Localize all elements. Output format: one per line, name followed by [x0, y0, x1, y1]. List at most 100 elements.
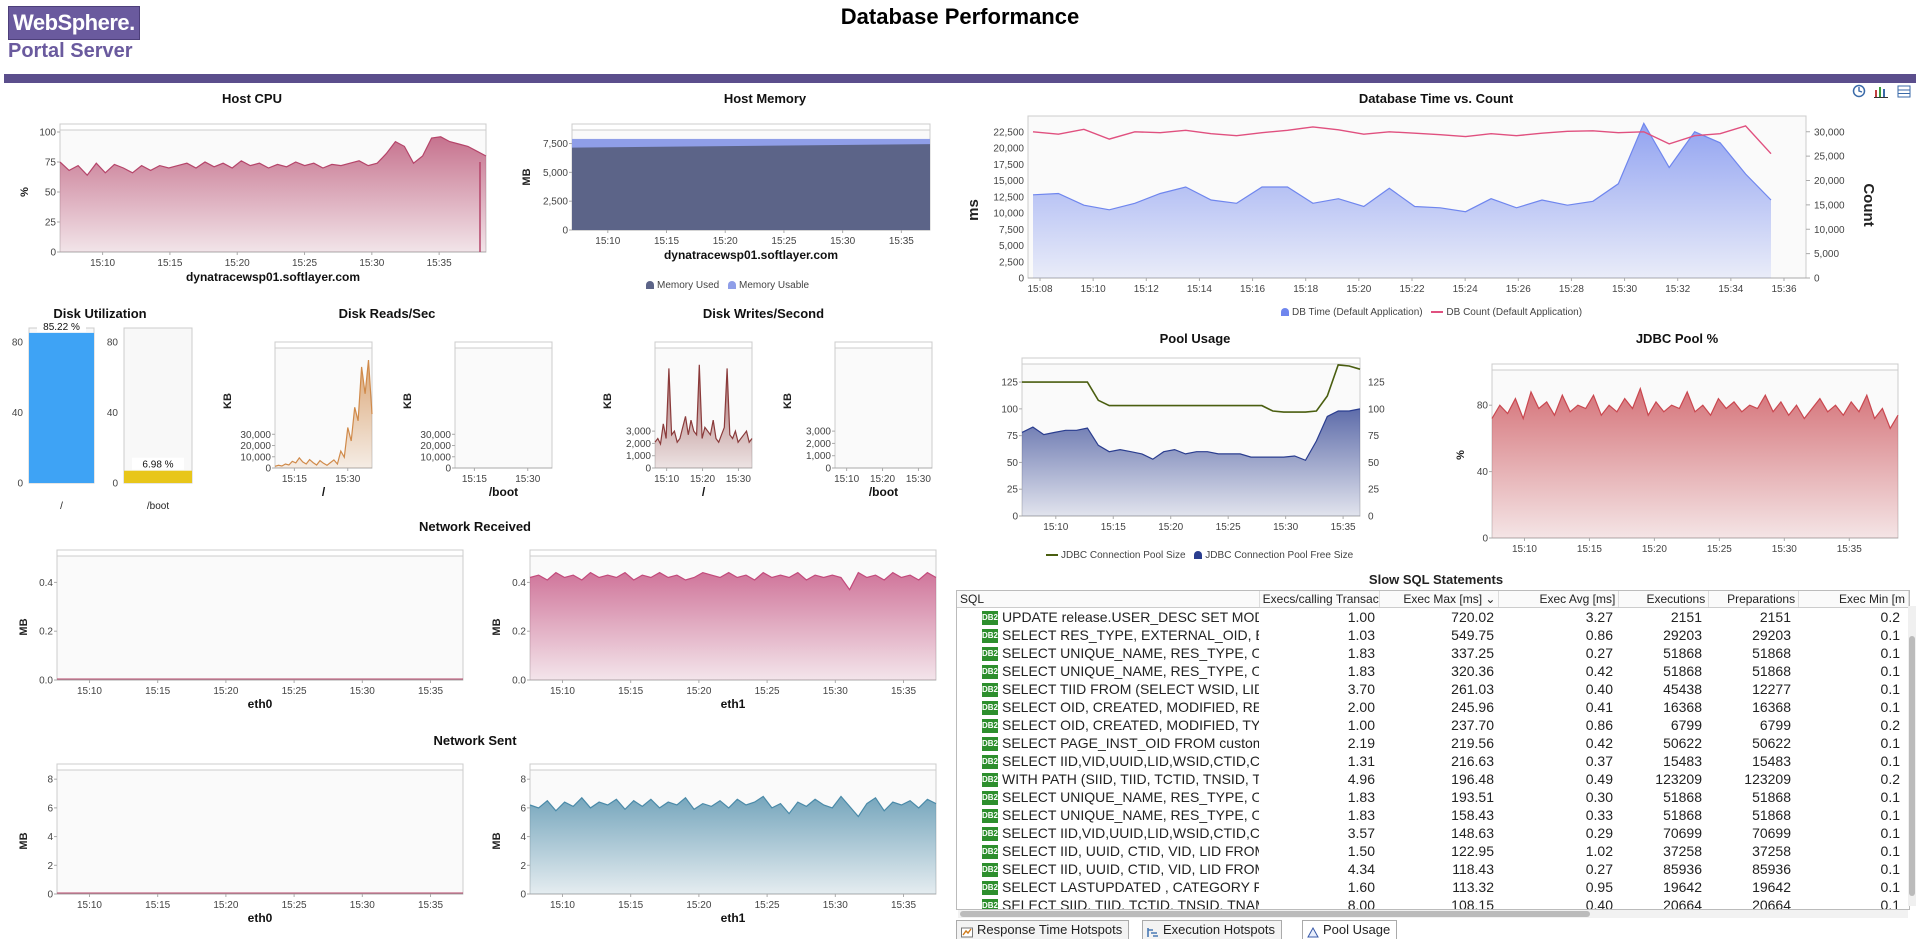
table-cell: DB2 SELECT IID, UUID, CTID, VID, LID FROM — [957, 842, 1259, 860]
y-tick-label: 0 — [645, 464, 651, 475]
x-tick-label: 15:15 — [145, 900, 170, 911]
table-row[interactable]: DB2 SELECT OID, CREATED, MODIFIED, RES_ 2.… — [957, 698, 1909, 716]
table-row[interactable]: DB2 SELECT OID, CREATED, MODIFIED, TYPE 1.… — [957, 716, 1909, 734]
y-tick-label: 0 — [17, 479, 23, 490]
y-tick-label: 125 — [1001, 378, 1018, 389]
y-tick-label: 80 — [1477, 401, 1489, 412]
tab-response-time-hotspots[interactable]: Response Time Hotspots — [956, 920, 1130, 939]
x-tick-label: 15:20 — [686, 686, 711, 697]
db-count-series-line — [1032, 125, 1772, 155]
table-vertical-scrollbar[interactable] — [1908, 606, 1916, 906]
chart-icon[interactable] — [1874, 84, 1889, 98]
table-cell: 51868 — [1752, 789, 1791, 805]
column-header-execs-per-tx[interactable]: Execs/calling Transact — [1260, 591, 1380, 607]
db2-badge-icon: DB2 — [982, 683, 998, 698]
table-row[interactable]: DB2 SELECT UNIQUE_NAME, RES_TYPE, OID 1.83… — [957, 644, 1909, 662]
sql-text: UPDATE release.USER_DESC SET MODIF — [1002, 609, 1259, 625]
table-icon[interactable] — [1897, 84, 1911, 98]
pool-size-label: JDBC Connection Pool Size — [1061, 550, 1186, 561]
table-row[interactable]: DB2 SELECT RES_TYPE, EXTERNAL_OID, EXT 1.0… — [957, 626, 1909, 644]
y-axis-label: % — [1455, 450, 1467, 460]
sql-text: SELECT IID,VID,UUID,LID,WSID,CTID,CD — [1002, 753, 1259, 769]
host-memory-legend: Memory Used Memory Usable — [640, 280, 809, 291]
table-row[interactable]: DB2 SELECT PAGE_INST_OID FROM customiz 2.1… — [957, 734, 1909, 752]
y-axis-label: MB — [491, 832, 503, 849]
x-tick-label: 15:28 — [1559, 284, 1584, 295]
tab-pool-usage[interactable]: Pool Usage — [1302, 920, 1398, 939]
table-row[interactable]: DB2 SELECT TIID FROM (SELECT WSID, LID, 3.… — [957, 680, 1909, 698]
table-row[interactable]: DB2 SELECT SIID, TIID, TCTID, TNSID, TNAM… — [957, 896, 1909, 910]
y-axis-label: MB — [18, 832, 30, 849]
column-header-executions[interactable]: Executions — [1619, 591, 1710, 607]
x-tick-label: 15:20 — [1642, 544, 1667, 555]
column-header-sql[interactable]: SQL — [957, 591, 1260, 607]
table-cell: 51868 — [1663, 807, 1702, 823]
y-tick-label: 0 — [50, 248, 56, 259]
table-cell: 6799 — [1759, 717, 1791, 733]
table-row[interactable]: DB2 SELECT IID, UUID, CTID, VID, LID FROM… — [957, 842, 1909, 860]
table-row[interactable]: DB2 SELECT UNIQUE_NAME, RES_TYPE, OID 1.83… — [957, 806, 1909, 824]
db-count-label: DB Count (Default Application) — [1446, 307, 1583, 318]
column-header-preparations[interactable]: Preparations — [1709, 591, 1800, 607]
table-row[interactable]: DB2 SELECT IID,VID,UUID,LID,WSID,CTID,CD 1… — [957, 752, 1909, 770]
network-series-line — [529, 571, 937, 591]
y-tick-label: 0.0 — [512, 676, 526, 687]
column-header-exec-min[interactable]: Exec Min [m — [1799, 591, 1909, 607]
y-tick-label-left: 22,500 — [993, 127, 1024, 138]
tab-label: Response Time Hotspots — [977, 922, 1123, 937]
y-tick-label: 0 — [1482, 534, 1488, 545]
column-header-exec-max[interactable]: Exec Max [ms] ⌄ — [1380, 591, 1500, 607]
table-row[interactable]: DB2 SELECT IID,VID,UUID,LID,WSID,CTID,CD 3… — [957, 824, 1909, 842]
x-tick-label: 15:20 — [213, 686, 238, 697]
x-tick-label: 15:15 — [145, 686, 170, 697]
table-row[interactable]: DB2 UPDATE release.USER_DESC SET MODIF 1.0… — [957, 608, 1909, 626]
slow-sql-table: SQL Execs/calling Transact Exec Max [ms]… — [956, 590, 1910, 910]
y-tick-label: 10,000 — [420, 452, 451, 463]
table-row[interactable]: DB2 SELECT LASTUPDATED , CATEGORY FR 1.60 1… — [957, 878, 1909, 896]
column-header-exec-avg[interactable]: Exec Avg [ms] — [1499, 591, 1620, 607]
x-tick-label: 15:30 — [359, 258, 384, 269]
table-cell: 108.15 — [1451, 897, 1494, 910]
y-tick-label: 0.4 — [512, 578, 526, 589]
table-row[interactable]: DB2 SELECT UNIQUE_NAME, RES_TYPE, OID 1.83… — [957, 788, 1909, 806]
x-tick-label: 15:30 — [1772, 544, 1797, 555]
table-cell: 3.70 — [1347, 681, 1375, 697]
disk-util-chart: 85.22 % 0 40 80 / 6.98 % 0 40 80/boot — [12, 319, 193, 510]
interface-label: eth1 — [721, 911, 746, 925]
x-tick-label: 15:35 — [1331, 522, 1356, 530]
plot-background — [834, 341, 933, 469]
table-row[interactable]: DB2 WITH PATH (SIID, TIID, TCTID, TNSID, … — [957, 770, 1909, 788]
table-horizontal-scrollbar[interactable] — [958, 910, 1908, 918]
plot-top-strip — [56, 549, 464, 557]
tab-execution-hotspots[interactable]: Execution Hotspots — [1142, 920, 1283, 939]
scrollbar-thumb[interactable] — [1909, 636, 1915, 896]
pool-size-series-line — [1022, 364, 1361, 413]
y-tick-label-right: 30,000 — [1814, 127, 1845, 138]
table-row[interactable]: DB2 SELECT IID, UUID, CTID, VID, LID FROM… — [957, 860, 1909, 878]
scrollbar-thumb[interactable] — [960, 911, 1590, 917]
y-axis-label: % — [19, 187, 31, 197]
table-cell: 720.02 — [1451, 609, 1494, 625]
plot-top-strip — [274, 341, 373, 349]
y-axis-label: KB — [602, 393, 614, 409]
host-memory-chart: 0 2,500 5,000 7,500 15:10 15:15 15:20 15:25 15:3… — [521, 123, 931, 262]
table-cell: DB2 SELECT IID,VID,UUID,LID,WSID,CTID,CD — [957, 824, 1259, 842]
table-cell: 51868 — [1752, 807, 1791, 823]
table-row[interactable]: DB2 SELECT UNIQUE_NAME, RES_TYPE, OID 1.83… — [957, 662, 1909, 680]
table-cell: 219.56 — [1451, 735, 1494, 751]
y-tick-label: 50 — [45, 188, 57, 199]
y-tick-label: 0 — [1012, 512, 1018, 523]
x-tick-label: 15:25 — [755, 900, 780, 911]
table-cell: 0.27 — [1585, 645, 1613, 661]
pool-icon — [1307, 925, 1319, 938]
table-cell: 113.32 — [1452, 879, 1494, 895]
y-tick-label: 8 — [47, 775, 53, 786]
pool-free-series-line — [1021, 408, 1361, 462]
table-cell: 0.29 — [1585, 825, 1613, 841]
table-cell: DB2 SELECT UNIQUE_NAME, RES_TYPE, OID — [957, 644, 1259, 662]
y-tick-label: 40 — [107, 408, 119, 419]
y-tick-label: 6 — [47, 803, 53, 814]
x-tick-label: 15:20 — [1346, 284, 1371, 295]
settings-icon[interactable] — [1852, 84, 1866, 98]
y-tick-label-right: 0 — [1368, 512, 1374, 523]
